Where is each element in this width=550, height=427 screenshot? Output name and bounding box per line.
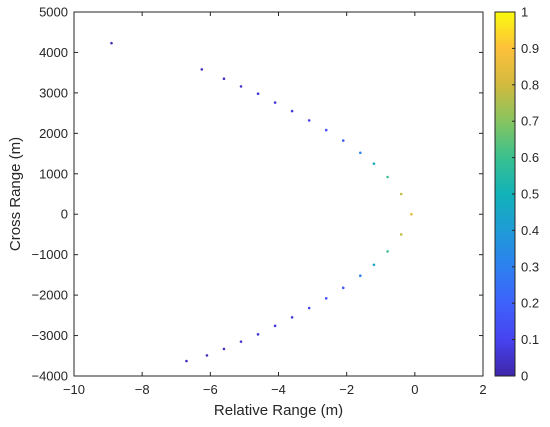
colorbar-tick-label: 0.3 [521, 259, 539, 274]
x-tick-label: −4 [271, 382, 286, 397]
y-tick-label: 3000 [39, 85, 68, 100]
y-tick-label: −1000 [31, 247, 68, 262]
data-points [110, 41, 413, 363]
y-tick-label: 1000 [39, 166, 68, 181]
colorbar-tick-label: 0.1 [521, 332, 539, 347]
colorbar-tick-label: 0.5 [521, 187, 539, 202]
data-point [410, 212, 413, 216]
data-point [239, 340, 243, 343]
y-axis: −4000 −3000 −2000 −1000 0 1000 2000 3000 4000 500… [31, 5, 483, 384]
data-point [222, 347, 226, 351]
data-point [239, 85, 243, 88]
data-point [273, 324, 277, 328]
data-point [205, 354, 209, 357]
colorbar-tick-label: 0.8 [521, 77, 539, 92]
x-tick-label: 2 [479, 382, 486, 397]
y-tick-label: −2000 [31, 288, 68, 303]
data-point [341, 139, 345, 142]
x-tick-label: 0 [411, 382, 418, 397]
data-point [307, 119, 311, 122]
x-tick-label: −10 [63, 382, 85, 397]
colorbar-tick-label: 0.4 [521, 223, 539, 238]
y-tick-label: −4000 [31, 369, 68, 384]
data-point [200, 68, 204, 71]
y-tick-label: 0 [61, 207, 68, 222]
data-point [273, 101, 277, 104]
plot-area [74, 12, 483, 376]
x-tick-label: −2 [339, 382, 354, 397]
data-point [185, 359, 188, 363]
data-point [399, 192, 403, 196]
data-point [386, 175, 389, 179]
data-point [341, 286, 345, 290]
y-tick-label: −3000 [31, 328, 68, 343]
data-point [290, 316, 294, 319]
colorbar-tick-label: 0 [521, 369, 528, 384]
y-tick-label: 2000 [39, 126, 68, 141]
data-point [324, 128, 328, 132]
y-axis-label: Cross Range (m) [7, 137, 24, 251]
data-point [359, 151, 362, 155]
data-point [372, 162, 376, 165]
data-point [359, 274, 362, 278]
y-tick-label: 4000 [39, 45, 68, 60]
colorbar-tick-label: 0.2 [521, 296, 539, 311]
data-point [256, 333, 260, 336]
data-point [256, 92, 260, 95]
x-axis-label: Relative Range (m) [214, 402, 343, 419]
colorbar-tick-label: 0.6 [521, 150, 539, 165]
y-tick-label: 5000 [39, 5, 68, 20]
data-point [307, 306, 311, 310]
x-axis: −10 −8 −6 −4 −2 0 2 [63, 12, 487, 397]
x-tick-label: −6 [203, 382, 218, 397]
data-point [222, 77, 226, 81]
data-point [290, 109, 294, 113]
colorbar-tick-label: 0.7 [521, 114, 539, 129]
data-point [399, 233, 403, 236]
data-point [372, 263, 376, 267]
colorbar-ticks: 0 0.1 0.2 0.3 0.4 0.5 0.6 0.7 0.8 0.9 1 [512, 5, 539, 384]
x-tick-label: −8 [135, 382, 150, 397]
data-point [386, 250, 389, 253]
data-point [110, 41, 113, 45]
colorbar-tick-label: 0.9 [521, 41, 539, 56]
data-point [324, 297, 328, 300]
colorbar-tick-label: 1 [521, 5, 528, 20]
